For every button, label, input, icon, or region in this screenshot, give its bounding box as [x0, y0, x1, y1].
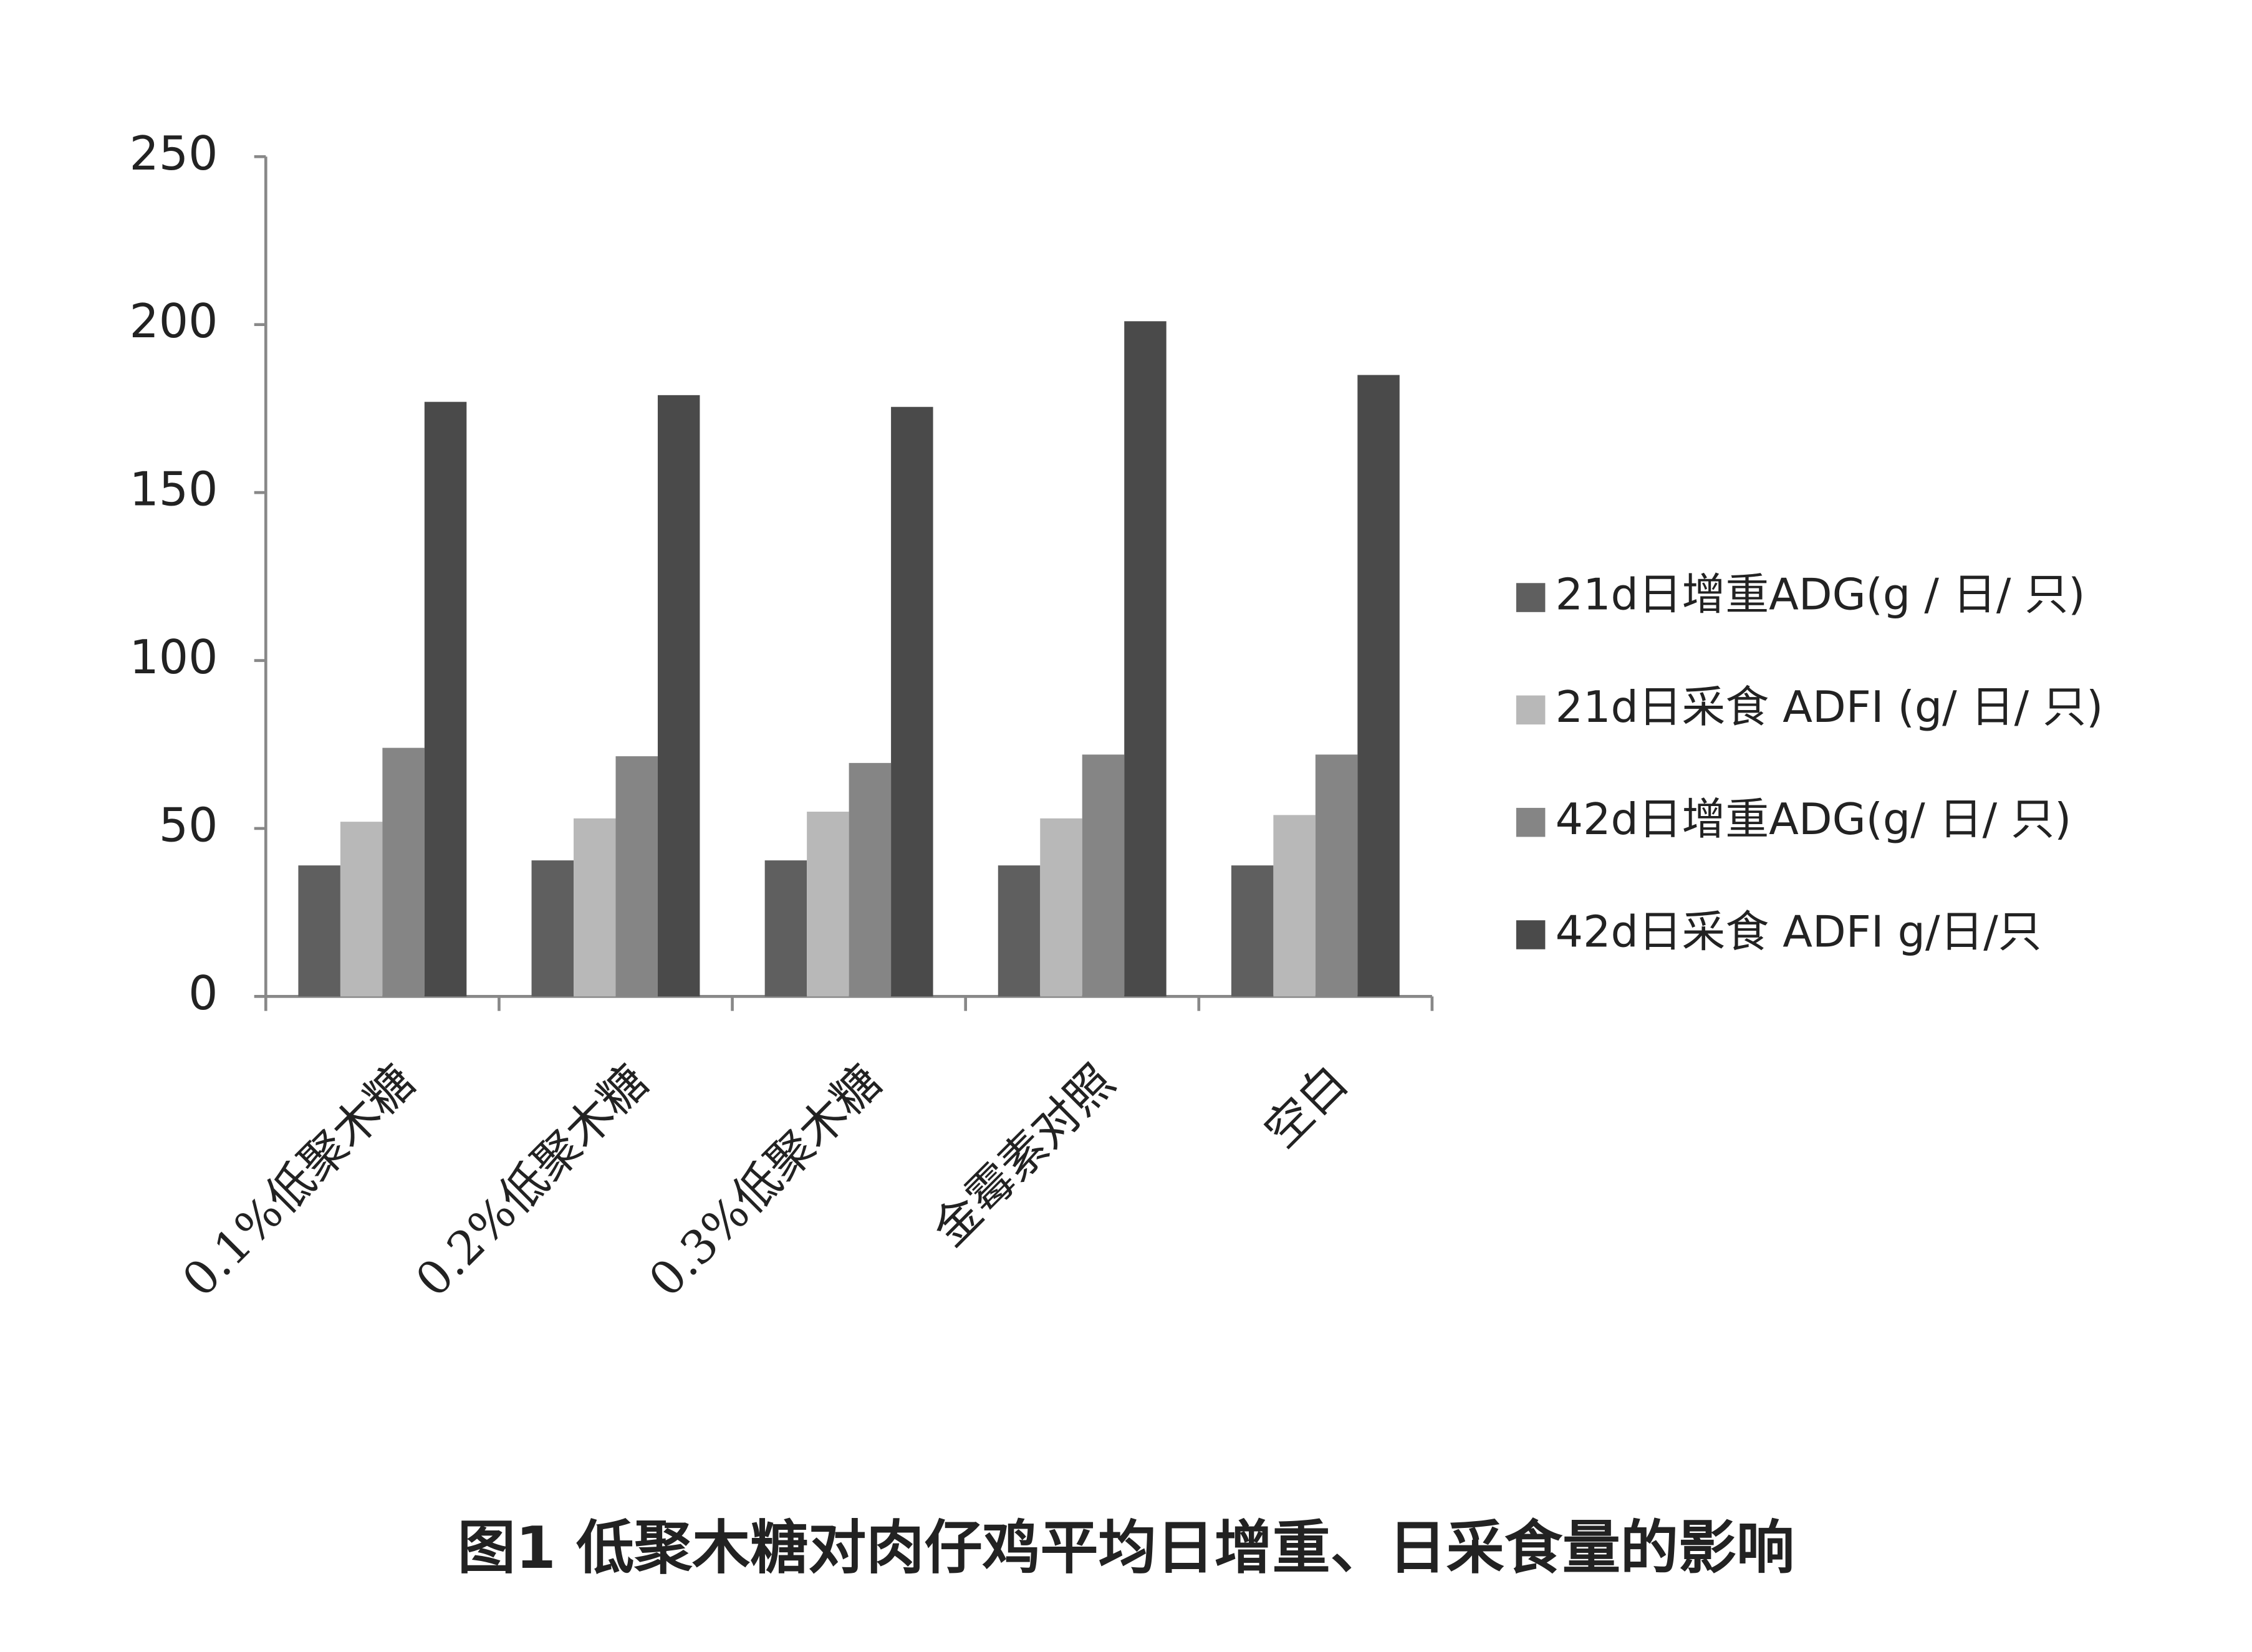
bar — [807, 812, 849, 997]
y-tick-label: 200 — [129, 294, 218, 348]
y-tick-label: 150 — [129, 463, 218, 517]
legend-swatch — [1516, 807, 1546, 837]
bar — [891, 406, 933, 997]
bar — [1124, 321, 1167, 997]
bar — [657, 395, 700, 997]
legend-swatch — [1516, 583, 1546, 612]
legend-label: 42d日采食 ADFI g/日/只 — [1556, 907, 2042, 958]
bar — [849, 762, 892, 997]
bar — [574, 818, 616, 997]
bar — [615, 756, 658, 997]
chart-title: 图1 低聚木糖对肉仔鸡平均日增重、日采食量的影响 — [458, 1514, 1794, 1582]
bar — [764, 860, 807, 997]
y-tick-label: 100 — [129, 630, 218, 684]
bar — [382, 747, 425, 997]
bar — [1231, 865, 1274, 997]
bar — [1315, 754, 1358, 997]
legend-swatch — [1516, 695, 1546, 725]
bar — [1040, 818, 1082, 997]
legend-label: 42d日增重ADG(g/ 日/ 只) — [1556, 794, 2072, 845]
bar — [340, 822, 383, 997]
bar — [1082, 754, 1125, 997]
bar — [298, 865, 340, 997]
y-tick-label: 250 — [129, 127, 218, 181]
bar — [1273, 815, 1316, 997]
legend-label: 21d日增重ADG(g / 日/ 只) — [1556, 570, 2086, 620]
y-tick-label: 50 — [159, 798, 218, 852]
y-tick-label: 0 — [188, 966, 218, 1020]
legend-swatch — [1516, 920, 1546, 949]
legend-label: 21d日采食 ADFI (g/ 日/ 只) — [1556, 682, 2104, 732]
bar — [1357, 375, 1400, 997]
bar — [531, 860, 574, 997]
bar — [998, 865, 1041, 997]
bar — [424, 401, 467, 997]
